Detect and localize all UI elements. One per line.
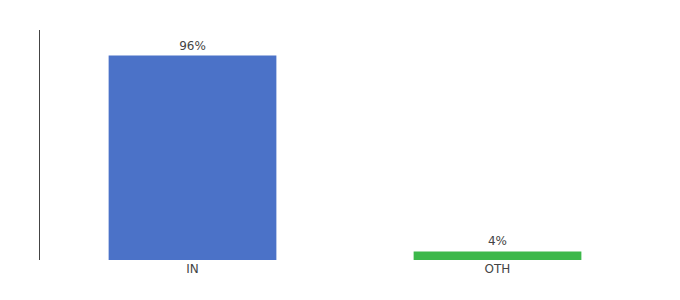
svg-text:OTH: OTH <box>485 262 511 276</box>
svg-text:4%: 4% <box>488 234 507 248</box>
svg-text:96%: 96% <box>179 39 206 53</box>
svg-text:IN: IN <box>186 262 199 276</box>
